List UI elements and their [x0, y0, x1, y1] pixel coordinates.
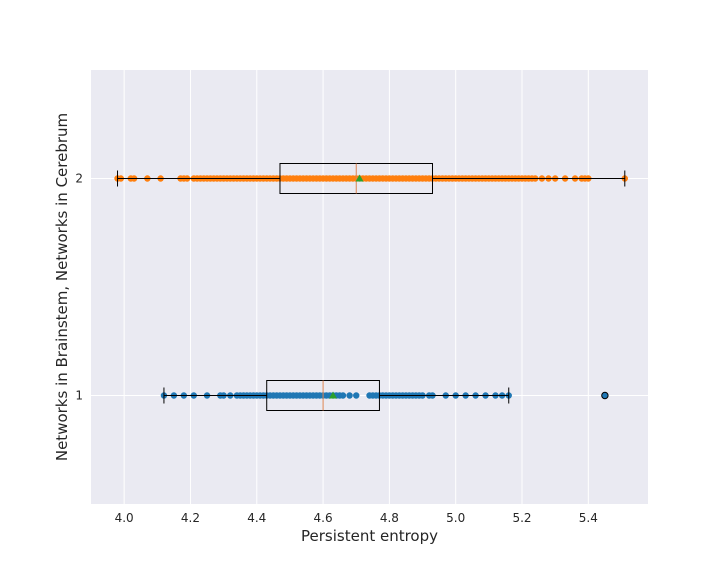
x-tick-label: 5.4: [579, 511, 598, 525]
x-tick-label: 4.2: [181, 511, 200, 525]
x-tick-label: 4.6: [314, 511, 333, 525]
x-tick-label: 4.0: [115, 511, 134, 525]
x-axis-label: Persistent entropy: [301, 527, 438, 545]
x-tick-label: 5.0: [446, 511, 465, 525]
group-2-mean-marker: [355, 174, 364, 182]
y-tick-label: 2: [75, 172, 83, 186]
group-1-data-point: [353, 392, 360, 399]
tick-labels: 4.0 4.2 4.4 4.6 4.8 5.0 5.2 5.4 1 2: [75, 172, 598, 526]
box-elements: [117, 163, 626, 411]
group-1-outlier: [601, 391, 609, 400]
x-tick-label: 4.8: [380, 511, 399, 525]
plot-background: [91, 70, 648, 504]
y-axis-label: Networks in Brainstem, Networks in Cereb…: [53, 113, 71, 461]
group-1-mean-marker: [329, 391, 338, 399]
x-tick-label: 5.2: [512, 511, 531, 525]
group-1-data-point: [346, 392, 353, 399]
group-1-data-point: [339, 392, 347, 399]
x-tick-label: 4.4: [247, 511, 266, 525]
y-tick-label: 1: [75, 389, 83, 403]
